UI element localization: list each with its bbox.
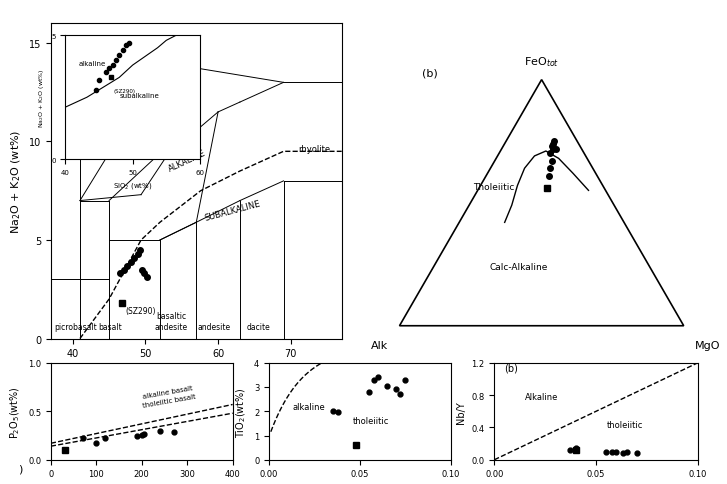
Text: subalkaline: subalkaline	[119, 93, 159, 99]
Text: basaltic
andesite: basaltic andesite	[154, 312, 188, 331]
Text: rhyolite: rhyolite	[298, 145, 330, 154]
Text: dacite: dacite	[246, 322, 270, 331]
Text: (a): (a)	[58, 374, 73, 384]
Text: (b): (b)	[505, 363, 518, 373]
Y-axis label: P$_2$O$_5$(wt%): P$_2$O$_5$(wt%)	[9, 385, 23, 438]
Text: alkaline: alkaline	[292, 402, 326, 411]
Text: Alkaline: Alkaline	[525, 393, 558, 401]
Text: FeO$_{tot}$: FeO$_{tot}$	[524, 55, 559, 69]
Text: alkaline basalt: alkaline basalt	[142, 384, 193, 399]
Text: (SZ290): (SZ290)	[126, 306, 156, 315]
Text: (b): (b)	[422, 69, 438, 78]
Text: SUBALKALINE: SUBALKALINE	[204, 199, 262, 223]
Text: Alk: Alk	[371, 340, 388, 350]
Text: Tholeiitic: Tholeiitic	[473, 183, 514, 192]
X-axis label: SiO$_2$ (wt%): SiO$_2$ (wt%)	[166, 364, 227, 378]
Text: (SZ290): (SZ290)	[113, 89, 135, 94]
Text: Calc-Alkaline: Calc-Alkaline	[490, 262, 548, 272]
X-axis label: SiO$_2$ (wt%): SiO$_2$ (wt%)	[113, 181, 153, 191]
Text: tholeiitic basalt: tholeiitic basalt	[142, 393, 196, 408]
Y-axis label: Na$_2$O + K$_2$O (wt%): Na$_2$O + K$_2$O (wt%)	[36, 68, 46, 128]
Text: ALKALINE: ALKALINE	[167, 149, 207, 174]
Text: ): )	[18, 464, 23, 473]
Text: picrobasalt: picrobasalt	[55, 322, 97, 331]
Y-axis label: TiO$_2$(wt%): TiO$_2$(wt%)	[235, 386, 249, 437]
Y-axis label: Na$_2$O + K$_2$O (wt%): Na$_2$O + K$_2$O (wt%)	[9, 129, 23, 234]
Text: tholeiitic: tholeiitic	[606, 421, 643, 429]
Text: andesite: andesite	[198, 322, 231, 331]
Text: basalt: basalt	[98, 322, 122, 331]
Text: alkaline: alkaline	[79, 61, 106, 67]
Text: MgO: MgO	[695, 340, 720, 350]
Y-axis label: Nb/Y: Nb/Y	[456, 400, 466, 423]
Text: tholeiitic: tholeiitic	[353, 417, 389, 425]
